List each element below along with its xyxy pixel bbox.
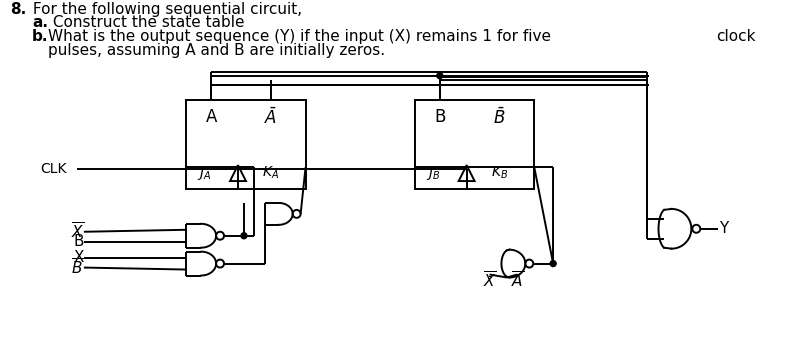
Text: Y: Y [719, 221, 727, 236]
Text: $K_A$: $K_A$ [262, 165, 279, 181]
Bar [186, 99, 305, 189]
Text: $\overline{B}$: $\overline{B}$ [71, 257, 84, 278]
Text: $J_A$: $J_A$ [197, 164, 211, 182]
Text: $\overline{X}$: $\overline{X}$ [483, 270, 496, 290]
Bar [414, 99, 534, 189]
Text: $\bar{A}$: $\bar{A}$ [264, 107, 277, 128]
Circle shape [241, 233, 247, 239]
Text: $\overline{A}$: $\overline{A}$ [510, 270, 523, 290]
Text: $\bar{B}$: $\bar{B}$ [492, 107, 505, 128]
Text: 8.: 8. [11, 1, 27, 17]
Text: X: X [73, 250, 84, 265]
Text: a.: a. [32, 16, 48, 30]
Text: $\overline{X}$: $\overline{X}$ [71, 222, 84, 242]
Text: A: A [205, 109, 217, 126]
Text: What is the output sequence (Y) if the input (X) remains 1 for five: What is the output sequence (Y) if the i… [48, 29, 551, 44]
Text: CLK: CLK [41, 162, 67, 176]
Text: B: B [73, 234, 84, 249]
Text: B: B [434, 109, 445, 126]
Circle shape [436, 73, 442, 79]
Text: Construct the state table: Construct the state table [48, 16, 244, 30]
Text: pulses, assuming A and B are initially zeros.: pulses, assuming A and B are initially z… [48, 43, 384, 58]
Text: $J_B$: $J_B$ [425, 164, 440, 182]
Text: For the following sequential circuit,: For the following sequential circuit, [28, 1, 302, 17]
Text: $K_B$: $K_B$ [491, 165, 508, 181]
Circle shape [550, 261, 556, 266]
Text: clock: clock [715, 29, 755, 44]
Text: b.: b. [32, 29, 49, 44]
